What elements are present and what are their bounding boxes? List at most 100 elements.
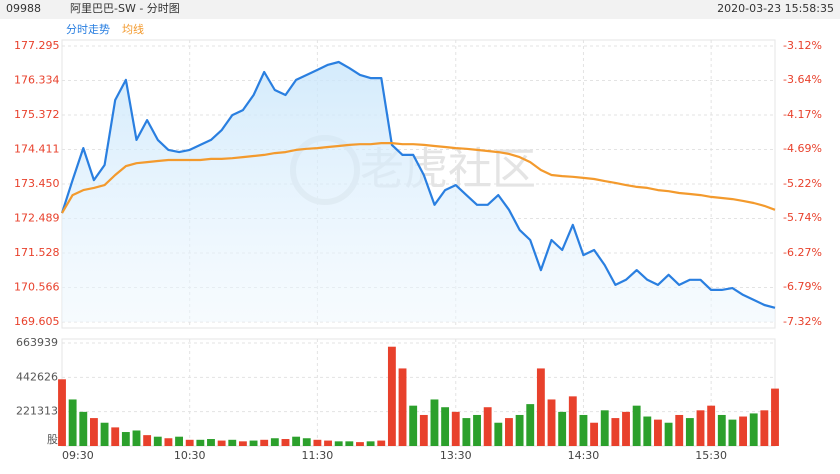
volume-bar bbox=[749, 413, 758, 446]
y-tick-label: 170.566 bbox=[14, 281, 60, 294]
y-tick-label: 176.334 bbox=[14, 73, 60, 86]
volume-bar bbox=[281, 439, 290, 446]
volume-bar bbox=[664, 422, 673, 446]
volume-bar bbox=[89, 418, 98, 446]
volume-bar bbox=[387, 346, 396, 446]
legend-entry: 分时走势 bbox=[66, 23, 110, 36]
volume-bar bbox=[260, 439, 269, 446]
y-tick-label: 169.605 bbox=[14, 315, 60, 328]
volume-bar bbox=[760, 410, 769, 446]
volume-bar bbox=[377, 440, 386, 446]
volume-bar bbox=[654, 419, 662, 446]
volume-bar bbox=[515, 414, 524, 446]
volume-bar bbox=[143, 435, 152, 446]
volume-bar bbox=[409, 405, 418, 446]
y2-tick-label: -3.12% bbox=[783, 39, 822, 52]
x-tick-label: 14:30 bbox=[568, 449, 600, 462]
y-tick-label: 175.372 bbox=[14, 108, 60, 121]
volume-bar bbox=[196, 439, 205, 446]
volume-bar bbox=[366, 441, 375, 446]
volume-bar bbox=[270, 438, 279, 446]
volume-bar bbox=[175, 436, 183, 446]
series-line bbox=[61, 142, 776, 214]
volume-bar bbox=[473, 414, 481, 446]
y2-tick-label: -5.74% bbox=[783, 211, 822, 224]
volume-bar bbox=[164, 438, 173, 446]
y2-tick-label: -6.27% bbox=[783, 246, 822, 259]
y2-tick-label: -3.64% bbox=[783, 73, 822, 86]
volume-bar bbox=[717, 414, 726, 446]
volume-bar bbox=[590, 422, 599, 446]
volume-bar bbox=[579, 414, 588, 446]
volume-tick-label: 股 bbox=[47, 433, 58, 446]
stock-code: 09988 bbox=[6, 2, 41, 15]
volume-bar bbox=[600, 410, 609, 446]
volume-bar bbox=[526, 404, 535, 446]
volume-bar bbox=[494, 422, 503, 446]
volume-tick-label: 442626 bbox=[16, 370, 58, 383]
volume-bar bbox=[643, 416, 652, 446]
y-tick-label: 177.295 bbox=[14, 39, 60, 52]
header-bar bbox=[0, 0, 840, 19]
volume-bar bbox=[100, 422, 109, 446]
volume-bar bbox=[568, 396, 577, 446]
timestamp: 2020-03-23 15:58:35 bbox=[717, 2, 834, 15]
volume-bar bbox=[324, 440, 332, 446]
volume-tick-label: 663939 bbox=[16, 336, 58, 349]
y2-tick-label: -4.69% bbox=[783, 142, 822, 155]
series-line bbox=[60, 60, 776, 309]
volume-bar bbox=[68, 399, 77, 446]
volume-bar bbox=[313, 439, 322, 446]
volume-bar bbox=[217, 440, 226, 446]
volume-bar bbox=[249, 440, 258, 446]
volume-bar bbox=[451, 411, 460, 446]
volume-bar bbox=[505, 418, 513, 446]
y2-tick-label: -6.79% bbox=[783, 280, 822, 293]
y-tick-label: 174.411 bbox=[14, 143, 60, 156]
volume-bar bbox=[153, 436, 162, 446]
volume-bar bbox=[345, 441, 354, 446]
volume-bar bbox=[79, 411, 88, 446]
x-tick-label: 10:30 bbox=[174, 449, 206, 462]
y-tick-label: 172.489 bbox=[14, 211, 60, 224]
volume-bar bbox=[536, 368, 545, 446]
volume-bar bbox=[121, 432, 130, 446]
volume-bar bbox=[132, 430, 141, 446]
volume-bar bbox=[334, 441, 343, 446]
volume-bar bbox=[441, 407, 450, 446]
volume-bar bbox=[430, 399, 439, 446]
volume-bar bbox=[558, 411, 567, 446]
y2-tick-label: -4.17% bbox=[783, 108, 822, 121]
y-tick-label: 171.528 bbox=[14, 246, 60, 259]
volume-bar bbox=[111, 427, 120, 446]
volume-bar bbox=[707, 405, 716, 446]
volume-bar bbox=[302, 438, 311, 446]
volume-bar bbox=[771, 388, 779, 446]
volume-bar bbox=[292, 436, 301, 446]
volume-bar bbox=[207, 439, 215, 446]
volume-bar bbox=[238, 441, 247, 446]
volume-bar bbox=[419, 414, 428, 446]
y2-tick-label: -5.22% bbox=[783, 177, 822, 190]
legend-entry: 均线 bbox=[122, 22, 144, 36]
volume-bar bbox=[728, 419, 737, 446]
volume-bar bbox=[696, 410, 705, 446]
volume-bar bbox=[632, 405, 641, 446]
volume-bar bbox=[547, 399, 556, 446]
volume-bar bbox=[356, 442, 364, 446]
x-tick-label: 13:30 bbox=[440, 449, 472, 462]
volume-bar bbox=[622, 411, 630, 446]
volume-bar bbox=[58, 379, 66, 446]
volume-bar bbox=[675, 414, 684, 446]
y-tick-label: 173.450 bbox=[14, 177, 60, 190]
volume-bar bbox=[483, 407, 492, 446]
x-tick-label: 11:30 bbox=[302, 449, 334, 462]
volume-bar bbox=[739, 416, 748, 446]
volume-bar bbox=[462, 418, 471, 446]
volume-tick-label: 221313 bbox=[16, 405, 58, 418]
volume-bar bbox=[398, 368, 407, 446]
volume-bar bbox=[228, 439, 237, 446]
x-tick-label: 09:30 bbox=[62, 449, 94, 462]
volume-bar bbox=[185, 439, 194, 446]
